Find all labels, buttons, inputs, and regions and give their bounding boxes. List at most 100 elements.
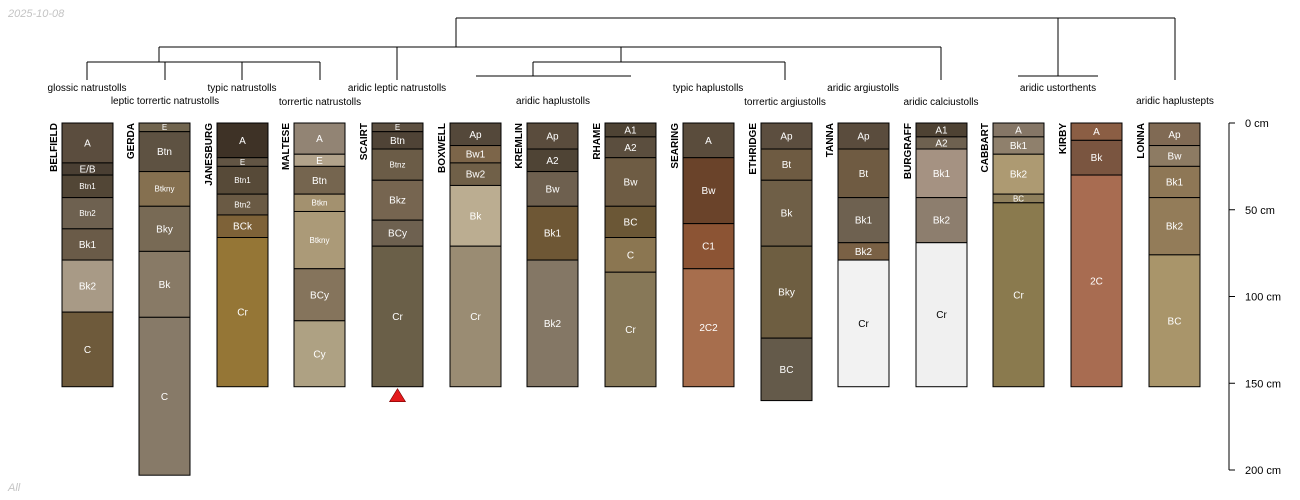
horizon-block: [61, 228, 114, 261]
taxon-label: aridic leptic natrustolls: [348, 83, 446, 94]
horizon-block: [371, 219, 424, 247]
horizon-label: Bw2: [466, 170, 486, 181]
horizon-label: Cy: [313, 349, 325, 360]
horizon-block: [915, 197, 968, 244]
horizon-label: Bk1: [855, 216, 873, 227]
profile-name: ETHRIDGE: [748, 123, 759, 175]
taxon-label: aridic haplustepts: [1136, 96, 1214, 107]
horizon-block: [293, 210, 346, 270]
depth-tick-label: 50 cm: [1245, 205, 1275, 217]
profile-janesburg: JANESBURG A E Btn1 Btn2 BCk Cr: [204, 122, 269, 388]
date-stamp: 2025-10-08: [8, 8, 65, 20]
horizon-label: Bk1: [79, 240, 97, 251]
profile-name: SCAIRT: [359, 123, 370, 160]
horizon-label: Cr: [625, 325, 636, 336]
horizon-label: Bkz: [389, 196, 406, 207]
horizon-label: Bk1: [1166, 177, 1184, 188]
horizon-label: A: [239, 136, 246, 147]
horizon-label: 2C2: [699, 323, 718, 334]
profile-name: SEARING: [670, 123, 681, 169]
horizon-label: BC: [1013, 194, 1024, 203]
horizon-block: [915, 242, 968, 388]
horizon-block: [760, 245, 813, 339]
profile-belfield: BELFIELD A E/B Btn1 Btn2 Bk1 Bk2 C: [49, 122, 114, 388]
horizon-label: Btn: [312, 176, 327, 187]
horizon-label: Bw1: [466, 150, 486, 161]
taxon-label: typic haplustolls: [673, 83, 744, 94]
horizon-block: [604, 237, 657, 273]
taxon-label: aridic argiustolls: [827, 83, 899, 94]
profile-name: TANNA: [825, 123, 836, 157]
profile-name: CABBART: [980, 123, 991, 172]
horizon-label: A: [1015, 125, 1022, 136]
horizon-label: A: [84, 138, 91, 149]
horizon-block: [837, 148, 890, 199]
horizon-block: [682, 122, 735, 159]
horizon-block: [293, 165, 346, 195]
depth-tick-label: 200 cm: [1245, 465, 1281, 477]
horizon-block: [293, 122, 346, 155]
horizon-block: [371, 148, 424, 181]
horizon-block: [371, 245, 424, 388]
horizon-label: Bk2: [855, 247, 873, 258]
horizon-label: Ap: [780, 132, 793, 143]
dendrogram: [86, 17, 1176, 80]
horizon-label: Btkn: [311, 199, 327, 208]
horizon-block: [760, 337, 813, 402]
taxa-labels: glossic natrustolls leptic torrertic natr…: [48, 83, 1214, 108]
horizon-label: Bk: [159, 280, 172, 291]
horizon-block: [61, 259, 114, 313]
profile-name: BOXWELL: [437, 123, 448, 173]
taxon-label: torrertic argiustolls: [744, 97, 826, 108]
depth-tick-label: 0 cm: [1245, 118, 1269, 130]
profile-maltese: MALTESE AE Btn Btkn Btkny BCy Cy: [281, 122, 346, 388]
profile-rhame: RHAME A1 A2 Bw BC C Cr: [592, 122, 657, 388]
depth-tick-label: 150 cm: [1245, 378, 1281, 390]
taxon-label: aridic haplustolls: [516, 96, 590, 107]
horizon-label: Bk1: [1010, 141, 1028, 152]
horizon-label: Bk: [1091, 153, 1104, 164]
profile-lonna: LONNA Ap Bw Bk1 Bk2 BC: [1136, 122, 1201, 388]
taxon-label: leptic torrertic natrustolls: [111, 96, 219, 107]
taxon-label: aridic ustorthents: [1020, 83, 1096, 94]
horizon-label: Btkny: [154, 185, 174, 194]
taxon-label: aridic calciustolls: [903, 97, 978, 108]
horizon-label: A: [316, 134, 323, 145]
horizon-label: Btn1: [79, 182, 96, 191]
horizon-label: Bw: [1168, 151, 1183, 162]
horizon-label: Cr: [470, 312, 481, 323]
horizon-block: [138, 316, 191, 476]
horizon-label: E: [395, 123, 400, 132]
horizon-block: [526, 122, 579, 150]
profile-name: BELFIELD: [49, 123, 60, 172]
profile-name: KIRBY: [1058, 123, 1069, 154]
taxon-label: torrertic natrustolls: [279, 97, 361, 108]
warning-triangle-icon: [388, 388, 407, 403]
horizon-label: Bk2: [933, 216, 951, 227]
horizon-label: Ap: [546, 132, 559, 143]
horizon-block: [371, 179, 424, 221]
horizon-label: BC: [780, 365, 794, 376]
horizon-block: [604, 271, 657, 388]
depth-tick-label: 100 cm: [1245, 292, 1281, 304]
horizon-label: C: [84, 345, 91, 356]
horizon-label: BC: [624, 217, 638, 228]
profile-searing: SEARING A Bw C1 2C2: [670, 122, 735, 388]
horizon-block: [915, 148, 968, 199]
horizon-label: Btn2: [79, 209, 96, 218]
horizon-block: [682, 223, 735, 270]
horizon-label: Bky: [156, 224, 173, 235]
horizon-label: BC: [1168, 316, 1182, 327]
horizon-label: Btn: [390, 136, 405, 147]
horizon-label: Bk: [470, 211, 483, 222]
horizon-label: Bk2: [1166, 222, 1184, 233]
horizon-block: [1070, 174, 1123, 388]
horizon-label: E: [162, 123, 167, 132]
horizon-block: [61, 311, 114, 388]
horizon-label: BCy: [388, 229, 407, 240]
horizon-block: [992, 202, 1045, 388]
profile-name: LONNA: [1136, 123, 1147, 159]
horizon-label: C1: [702, 242, 715, 253]
profile-scairt: SCAIRT E Btn Btnz Bkz BCy Cr: [359, 122, 424, 403]
horizon-label: Cr: [237, 308, 248, 319]
